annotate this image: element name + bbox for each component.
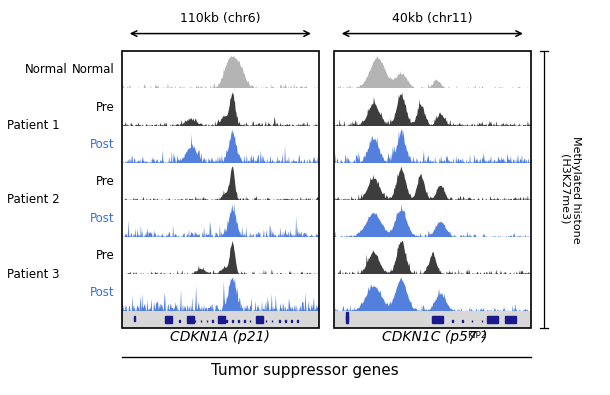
Bar bbox=[346, 316, 348, 323]
Text: ): ) bbox=[483, 330, 488, 344]
Text: CDKN1A (p21): CDKN1A (p21) bbox=[170, 330, 270, 344]
Text: CDKN1C (p57: CDKN1C (p57 bbox=[382, 330, 476, 344]
Text: 110kb (chr6): 110kb (chr6) bbox=[180, 12, 260, 25]
Bar bbox=[256, 316, 263, 323]
Text: Normal: Normal bbox=[72, 64, 115, 76]
Text: Patient 1: Patient 1 bbox=[7, 119, 60, 132]
Text: Pre: Pre bbox=[96, 175, 115, 188]
Bar bbox=[505, 316, 516, 323]
Bar bbox=[134, 318, 135, 321]
Bar bbox=[165, 316, 172, 323]
Bar bbox=[134, 316, 135, 318]
Text: Methylated histone
(H3K27me3): Methylated histone (H3K27me3) bbox=[559, 136, 581, 243]
Bar bbox=[472, 320, 473, 322]
Text: Patient 2: Patient 2 bbox=[7, 194, 60, 206]
Text: Patient 3: Patient 3 bbox=[7, 268, 60, 280]
Bar bbox=[218, 316, 225, 323]
Bar bbox=[452, 320, 453, 322]
Bar bbox=[346, 312, 348, 319]
Bar bbox=[487, 316, 498, 323]
Text: Post: Post bbox=[90, 138, 115, 150]
Text: Pre: Pre bbox=[96, 249, 115, 262]
Text: Post: Post bbox=[90, 286, 115, 299]
Text: Tumor suppressor genes: Tumor suppressor genes bbox=[211, 363, 399, 378]
Text: Normal: Normal bbox=[24, 64, 67, 76]
Text: 40kb (chr11): 40kb (chr11) bbox=[392, 12, 473, 25]
Text: Post: Post bbox=[90, 212, 115, 225]
Bar bbox=[187, 316, 194, 323]
Bar bbox=[432, 316, 443, 323]
Text: KIP2: KIP2 bbox=[467, 331, 487, 340]
Text: Pre: Pre bbox=[96, 101, 115, 113]
Bar bbox=[481, 320, 483, 322]
